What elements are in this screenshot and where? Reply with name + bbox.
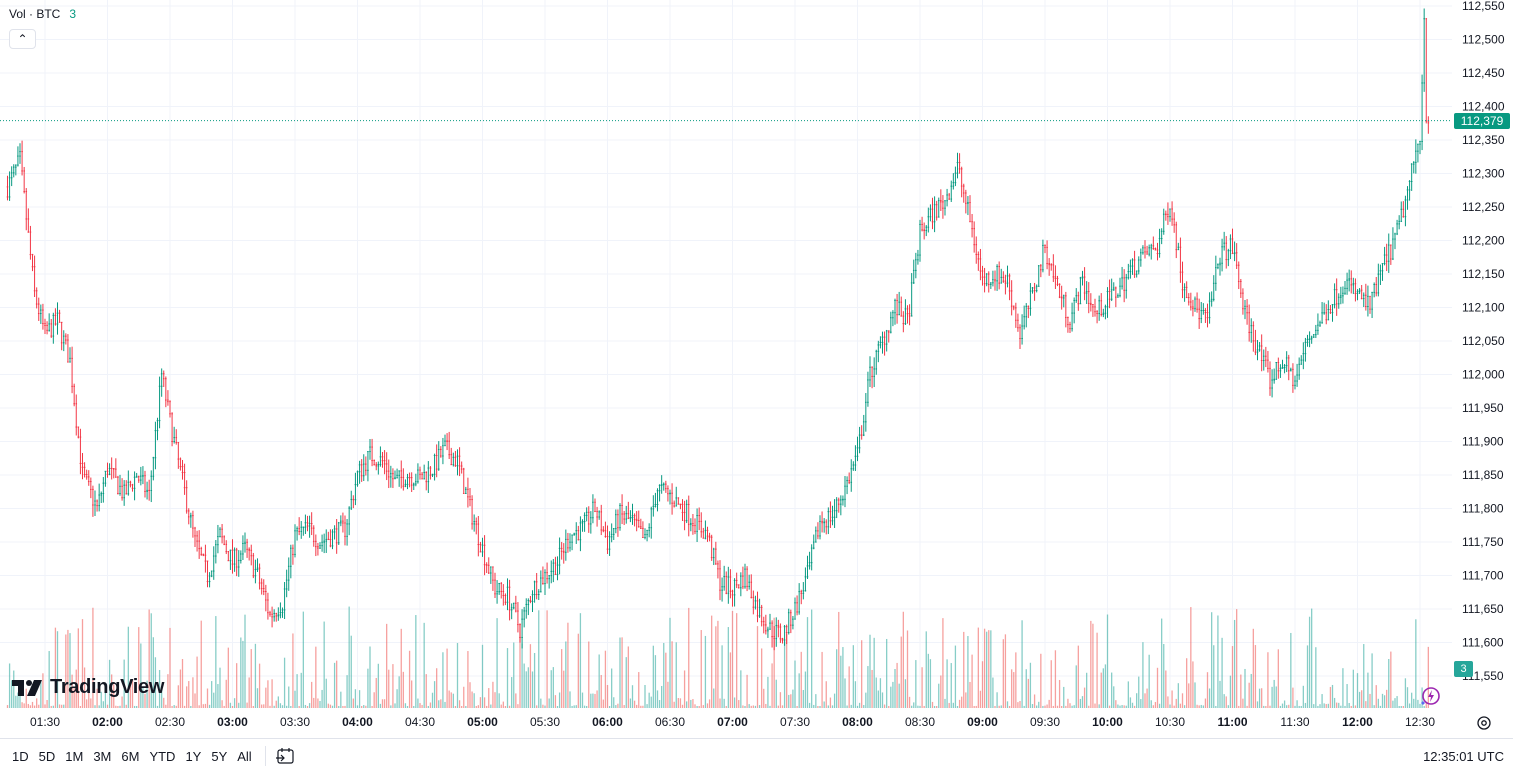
price-tick-label: 112,150 [1462, 267, 1505, 281]
go-to-date-icon[interactable] [274, 745, 296, 767]
time-axis[interactable]: 01:30 02:00 02:30 03:00 03:30 04:00 04:30 05:00… [30, 715, 1435, 729]
range-button-all[interactable]: All [237, 748, 252, 764]
price-tick-label: 111,850 [1462, 468, 1504, 482]
tradingview-logo-icon [12, 679, 42, 696]
bottom-toolbar: 1D 5D 1M 3M 6M YTD 1Y 5Y All 12:35:01 UTC [0, 738, 1513, 772]
time-tick-label: 11:00 [1217, 715, 1247, 729]
time-tick-label: 10:30 [1155, 715, 1185, 729]
tradingview-logo: TradingView [12, 676, 164, 699]
price-tick-label: 112,300 [1462, 167, 1505, 181]
time-tick-label: 08:30 [905, 715, 935, 729]
time-tick-label: 03:00 [217, 715, 248, 729]
price-chart[interactable]: 112,550 112,500 112,450 112,400 112,350 112,3… [0, 0, 1513, 738]
price-tick-label: 111,950 [1462, 401, 1504, 415]
time-tick-label: 04:00 [342, 715, 373, 729]
time-tick-label: 12:30 [1405, 715, 1435, 729]
price-tick-label: 111,650 [1462, 602, 1504, 616]
date-range-selector: 1D 5D 1M 3M 6M YTD 1Y 5Y All [7, 739, 257, 773]
chevron-up-icon: ⌃ [17, 32, 28, 46]
collapse-legend-button[interactable]: ⌃ [9, 29, 36, 49]
price-tick-label: 111,700 [1462, 569, 1504, 583]
time-tick-label: 06:30 [655, 715, 685, 729]
price-tick-label: 111,800 [1462, 502, 1504, 516]
range-button-1m[interactable]: 1M [65, 748, 84, 764]
price-tick-label: 112,050 [1462, 334, 1505, 348]
volume-value-label: 3 [1454, 661, 1473, 677]
range-button-6m[interactable]: 6M [121, 748, 140, 764]
time-tick-label: 07:30 [780, 715, 810, 729]
price-tick-label: 112,250 [1462, 200, 1505, 214]
range-button-5d[interactable]: 5D [38, 748, 56, 764]
time-tick-label: 01:30 [30, 715, 60, 729]
price-tick-label: 111,900 [1462, 435, 1504, 449]
range-button-ytd[interactable]: YTD [149, 748, 176, 764]
time-tick-label: 10:00 [1092, 715, 1123, 729]
time-tick-label: 07:00 [717, 715, 748, 729]
price-tick-label: 112,550 [1462, 0, 1505, 13]
time-tick-label: 08:00 [842, 715, 873, 729]
range-button-3m[interactable]: 3M [93, 748, 112, 764]
volume-bars [6, 606, 1429, 708]
chart-grid [0, 0, 1452, 708]
time-tick-label: 05:00 [467, 715, 498, 729]
price-tick-label: 111,750 [1462, 535, 1504, 549]
price-tick-label: 112,500 [1462, 33, 1505, 47]
price-tick-label: 112,350 [1462, 133, 1505, 147]
legend-volume-count: 3 [69, 7, 77, 21]
time-tick-label: 05:30 [530, 715, 560, 729]
lightning-icon[interactable] [1418, 685, 1442, 709]
price-axis[interactable]: 112,550 112,500 112,450 112,400 112,350 112,3… [1462, 0, 1505, 683]
range-button-5y[interactable]: 5Y [211, 748, 228, 764]
range-button-1d[interactable]: 1D [12, 748, 29, 764]
range-button-1y[interactable]: 1Y [185, 748, 202, 764]
legend-title: Vol · BTC [9, 7, 61, 21]
last-price-label: 112,379 [1454, 113, 1510, 129]
time-tick-label: 02:00 [92, 715, 123, 729]
logo-text: TradingView [50, 676, 165, 698]
candles [6, 8, 1430, 651]
time-tick-label: 09:00 [967, 715, 998, 729]
time-tick-label: 12:00 [1342, 715, 1373, 729]
utc-clock[interactable]: 12:35:01 UTC [1423, 749, 1504, 764]
price-tick-label: 111,600 [1462, 636, 1504, 650]
price-tick-label: 112,200 [1462, 234, 1505, 248]
time-tick-label: 03:30 [280, 715, 310, 729]
price-tick-label: 112,450 [1462, 66, 1505, 80]
time-tick-label: 02:30 [155, 715, 185, 729]
time-tick-label: 11:30 [1280, 715, 1309, 729]
time-tick-label: 09:30 [1030, 715, 1060, 729]
price-tick-label: 112,400 [1462, 100, 1505, 114]
price-tick-label: 112,100 [1462, 301, 1505, 315]
price-tick-label: 112,000 [1462, 368, 1505, 382]
volume-legend[interactable]: Vol · BTC 3 [9, 7, 76, 21]
gear-icon[interactable] [1474, 713, 1494, 733]
time-tick-label: 04:30 [405, 715, 435, 729]
time-tick-label: 06:00 [592, 715, 623, 729]
divider [264, 745, 266, 766]
